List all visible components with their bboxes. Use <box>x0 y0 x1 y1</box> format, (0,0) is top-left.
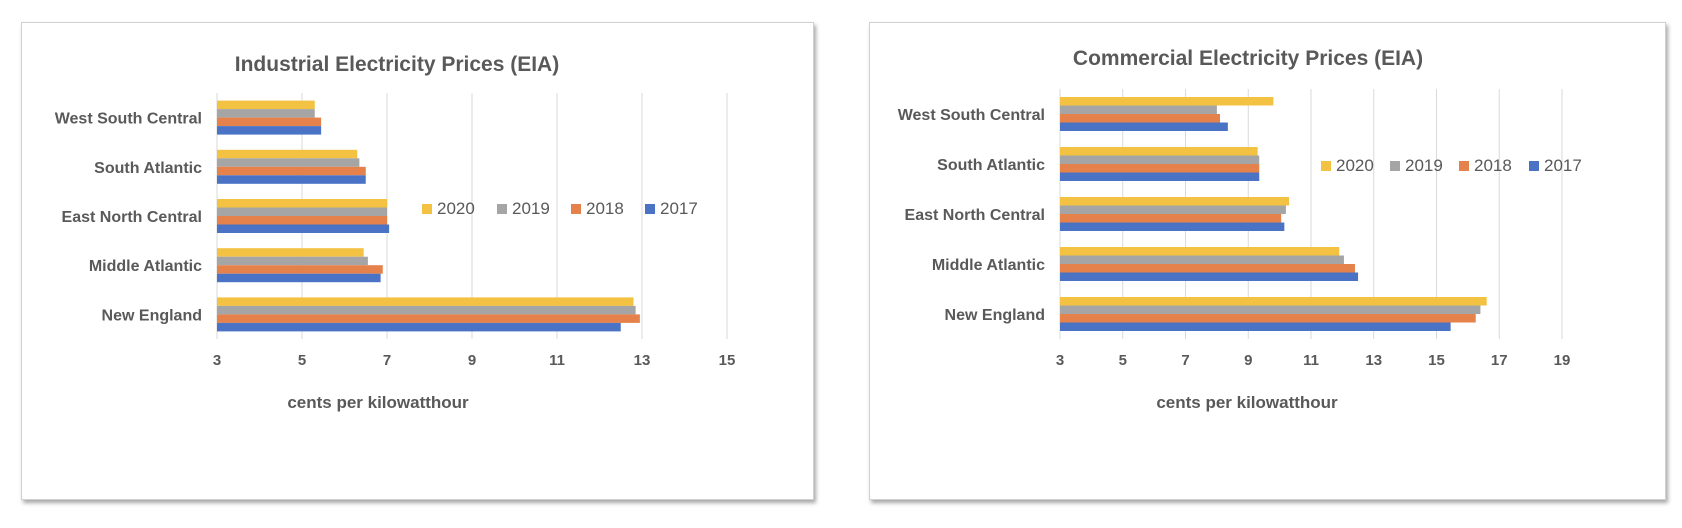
bar-2017-east-north-central <box>1060 222 1285 231</box>
bar-2018-middle-atlantic <box>1060 264 1355 273</box>
bar-2017-east-north-central <box>217 224 390 233</box>
bar-2020-middle-atlantic <box>217 248 364 257</box>
legend-label-2017: 2017 <box>1544 156 1582 175</box>
category-label: East North Central <box>62 209 202 226</box>
legend-swatch-2017 <box>645 204 655 214</box>
x-tick-label: 3 <box>1056 352 1064 369</box>
x-tick-label: 9 <box>468 352 476 369</box>
x-tick-label: 7 <box>1181 352 1189 369</box>
bar-2018-middle-atlantic <box>217 265 383 274</box>
commercial-chart: Commercial Electricity Prices (EIA) 3 5 7 9 1… <box>898 47 1582 412</box>
x-tick-label: 15 <box>719 352 736 369</box>
x-tick-label: 5 <box>298 352 306 369</box>
legend-label-2017: 2017 <box>660 199 698 218</box>
category-label: South Atlantic <box>937 157 1045 174</box>
x-tick-label: 9 <box>1244 352 1252 369</box>
industrial-chart: Industrial Electricity Prices (EIA) 3 5 7 9 1… <box>55 53 736 412</box>
x-tick-label: 15 <box>1428 352 1445 369</box>
x-axis-label: cents per kilowatthour <box>287 393 469 412</box>
legend-label-2020: 2020 <box>437 199 475 218</box>
bar-2019-south-atlantic <box>1060 155 1260 164</box>
bar-2017-middle-atlantic <box>1060 272 1359 281</box>
industrial-chart-panel: Industrial Electricity Prices (EIA) 3 5 7 9 1… <box>21 22 814 500</box>
legend-swatch-2020 <box>1321 161 1331 171</box>
x-tick-label: 17 <box>1491 352 1508 369</box>
bar-2020-east-north-central <box>217 199 387 208</box>
bar-2019-new-england <box>217 305 636 315</box>
bar-2018-west-south-central <box>1060 114 1221 123</box>
legend-label-2020: 2020 <box>1336 156 1374 175</box>
category-label: New England <box>102 307 202 324</box>
x-tick-label: 11 <box>549 352 565 369</box>
bar-2018-south-atlantic <box>217 166 366 176</box>
bar-2019-new-england <box>1060 305 1481 314</box>
legend-swatch-2019 <box>1390 161 1400 171</box>
category-label: New England <box>945 307 1045 324</box>
legend-swatch-2020 <box>422 204 432 214</box>
bar-2019-west-south-central <box>217 109 315 118</box>
bar-2018-east-north-central <box>1060 214 1282 223</box>
category-label: Middle Atlantic <box>932 257 1045 274</box>
bar-2018-west-south-central <box>217 117 322 127</box>
bar-2017-new-england <box>217 322 621 332</box>
legend-swatch-2018 <box>571 204 581 214</box>
bar-2019-south-atlantic <box>217 158 360 167</box>
x-tick-label: 19 <box>1554 352 1571 369</box>
commercial-chart-panel: Commercial Electricity Prices (EIA) 3 5 7 9 1… <box>869 22 1666 500</box>
x-tick-label: 3 <box>213 352 221 369</box>
legend-label-2018: 2018 <box>586 199 624 218</box>
bar-2019-east-north-central <box>1060 205 1286 214</box>
bar-2017-middle-atlantic <box>217 273 381 283</box>
x-tick-label: 7 <box>383 352 391 369</box>
bar-2019-middle-atlantic <box>1060 255 1344 264</box>
x-tick-label: 11 <box>1303 352 1319 369</box>
chart-title: Industrial Electricity Prices (EIA) <box>235 53 559 76</box>
legend-label-2019: 2019 <box>512 199 550 218</box>
x-tick-label: 13 <box>634 352 651 369</box>
bar-2020-new-england <box>217 297 634 306</box>
bar-2019-middle-atlantic <box>217 256 368 266</box>
category-label: Middle Atlantic <box>89 258 202 275</box>
category-label: West South Central <box>55 111 202 128</box>
chart-title: Commercial Electricity Prices (EIA) <box>1073 47 1423 70</box>
x-tick-label: 5 <box>1119 352 1127 369</box>
bar-2020-west-south-central <box>217 100 315 110</box>
bar-2020-east-north-central <box>1060 197 1290 206</box>
bar-2019-east-north-central <box>217 207 387 216</box>
category-label: West South Central <box>898 107 1045 124</box>
bar-2020-new-england <box>1060 297 1487 306</box>
category-label: East North Central <box>905 207 1045 224</box>
legend-label-2019: 2019 <box>1405 156 1443 175</box>
bar-2017-west-south-central <box>1060 122 1228 131</box>
category-label: South Atlantic <box>94 160 202 177</box>
bar-2018-south-atlantic <box>1060 164 1260 173</box>
bar-2019-west-south-central <box>1060 105 1217 114</box>
bar-2018-east-north-central <box>217 216 387 225</box>
bar-2018-new-england <box>1060 314 1476 323</box>
bar-2017-south-atlantic <box>217 175 366 184</box>
legend-swatch-2017 <box>1529 161 1539 171</box>
bar-2017-west-south-central <box>217 126 322 135</box>
bar-2020-west-south-central <box>1060 97 1274 106</box>
bar-2018-new-england <box>217 314 640 323</box>
legend-swatch-2018 <box>1459 161 1469 171</box>
bar-2020-middle-atlantic <box>1060 247 1340 256</box>
bar-2020-south-atlantic <box>217 149 358 159</box>
bar-2017-south-atlantic <box>1060 172 1260 181</box>
legend-label-2018: 2018 <box>1474 156 1512 175</box>
bar-2017-new-england <box>1060 322 1451 331</box>
legend-swatch-2019 <box>497 204 507 214</box>
x-tick-label: 13 <box>1365 352 1382 369</box>
bar-2020-south-atlantic <box>1060 147 1258 156</box>
x-axis-label: cents per kilowatthour <box>1156 393 1338 412</box>
